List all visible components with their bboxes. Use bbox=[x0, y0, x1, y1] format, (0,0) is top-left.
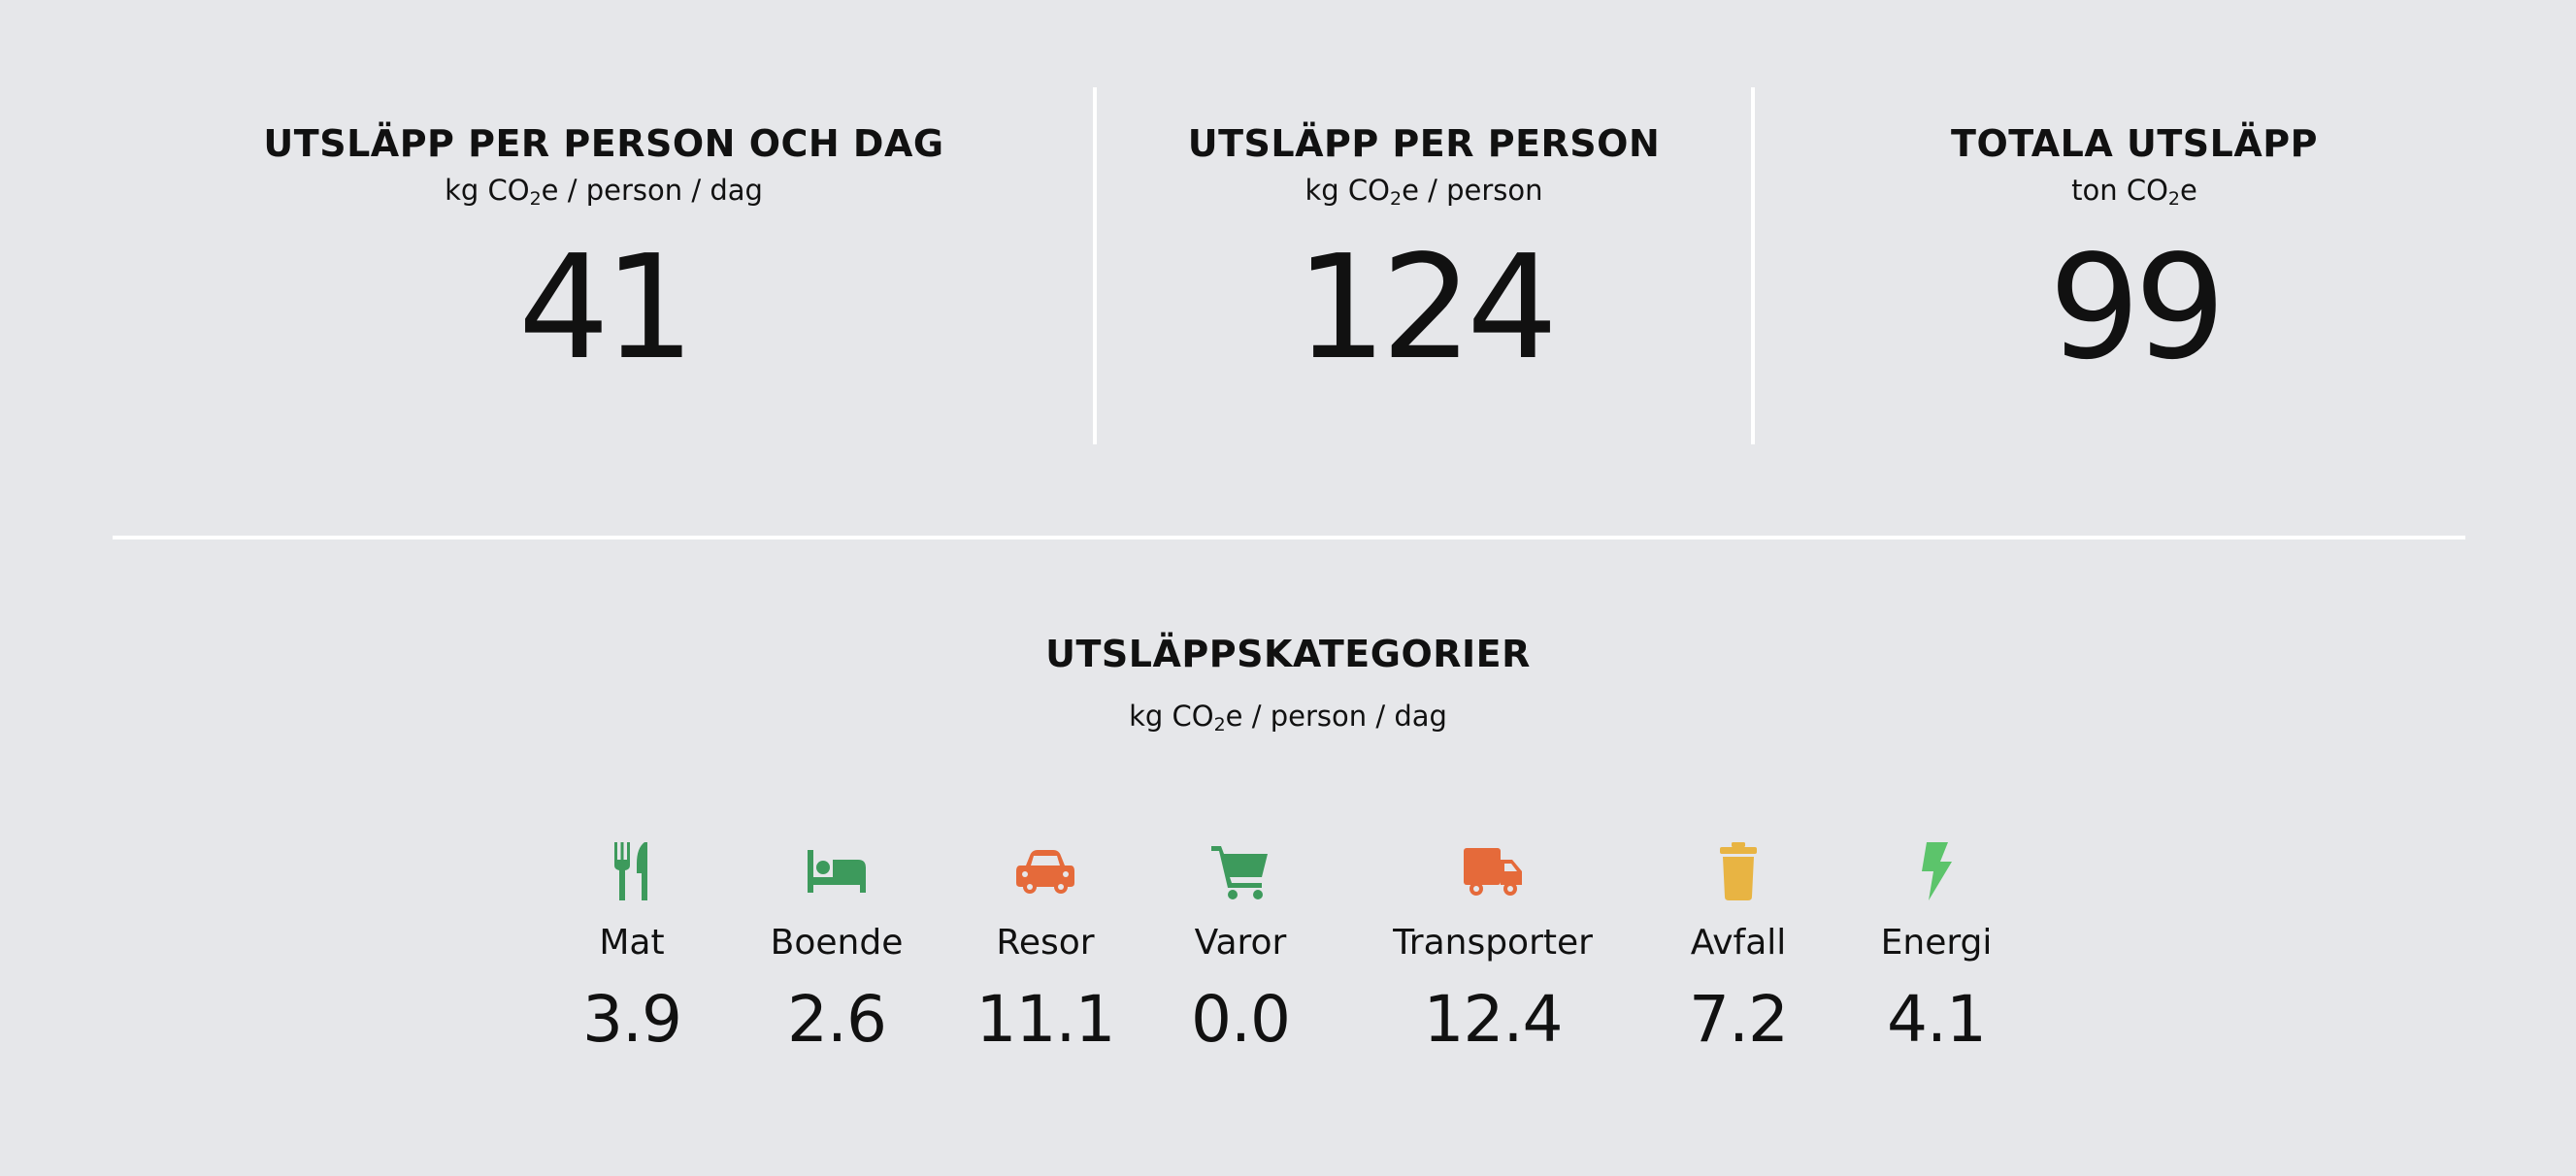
stat-unit: kg CO2e / person bbox=[1305, 174, 1543, 210]
category-value: 12.4 bbox=[1423, 982, 1564, 1057]
stat-title: UTSLÄPP PER PERSON OCH DAG bbox=[263, 122, 944, 165]
category-energi: Energi 4.1 bbox=[1820, 842, 2053, 1056]
stat-total-emissions: TOTALA UTSLÄPP ton CO2e 99 bbox=[1753, 87, 2516, 446]
stat-per-person: UTSLÄPP PER PERSON kg CO2e / person 124 bbox=[1095, 87, 1753, 446]
truck-icon bbox=[1464, 848, 1522, 896]
category-label: Transporter bbox=[1393, 923, 1593, 963]
stat-value: 99 bbox=[2048, 224, 2226, 391]
category-label: Varor bbox=[1194, 923, 1287, 963]
category-transporter: Transporter 12.4 bbox=[1376, 842, 1609, 1056]
category-value: 7.2 bbox=[1689, 982, 1789, 1057]
stat-unit: ton CO2e bbox=[2071, 174, 2197, 210]
category-avfall: Avfall 7.2 bbox=[1622, 842, 1855, 1056]
category-mat: Mat 3.9 bbox=[515, 842, 748, 1056]
shopping-cart-icon bbox=[1211, 846, 1268, 899]
category-varor: Varor 0.0 bbox=[1124, 842, 1357, 1056]
category-value: 0.0 bbox=[1191, 982, 1291, 1057]
category-label: Avfall bbox=[1690, 923, 1787, 963]
category-value: 4.1 bbox=[1887, 982, 1987, 1057]
lightning-icon bbox=[1922, 842, 1952, 900]
stat-per-person-per-day: UTSLÄPP PER PERSON OCH DAG kg CO2e / per… bbox=[113, 87, 1095, 446]
bed-icon bbox=[808, 850, 866, 893]
summary-stats: UTSLÄPP PER PERSON OCH DAG kg CO2e / per… bbox=[0, 87, 2576, 446]
category-label: Boende bbox=[770, 923, 904, 963]
stat-value: 124 bbox=[1295, 224, 1559, 391]
car-icon bbox=[1016, 850, 1074, 894]
category-value: 2.6 bbox=[787, 982, 887, 1057]
category-label: Energi bbox=[1880, 923, 1993, 963]
utensils-icon bbox=[614, 842, 647, 900]
stat-title: TOTALA UTSLÄPP bbox=[1951, 122, 2318, 165]
trash-icon bbox=[1720, 842, 1757, 900]
categories-header: UTSLÄPPSKATEGORIER kg CO2e / person / da… bbox=[0, 631, 2576, 735]
category-resor: Resor 11.1 bbox=[929, 842, 1162, 1056]
categories-title: UTSLÄPPSKATEGORIER bbox=[1045, 633, 1531, 675]
horizontal-divider bbox=[113, 536, 2465, 539]
stat-value: 41 bbox=[517, 224, 695, 391]
vertical-divider bbox=[1093, 87, 1097, 444]
category-value: 11.1 bbox=[975, 982, 1116, 1057]
category-label: Mat bbox=[599, 923, 665, 963]
category-value: 3.9 bbox=[582, 982, 682, 1057]
stat-unit: kg CO2e / person / dag bbox=[445, 174, 763, 210]
stat-title: UTSLÄPP PER PERSON bbox=[1187, 122, 1661, 165]
vertical-divider bbox=[1751, 87, 1755, 444]
category-label: Resor bbox=[996, 923, 1095, 963]
categories-unit: kg CO2e / person / dag bbox=[1129, 700, 1447, 735]
category-boende: Boende 2.6 bbox=[720, 842, 953, 1056]
